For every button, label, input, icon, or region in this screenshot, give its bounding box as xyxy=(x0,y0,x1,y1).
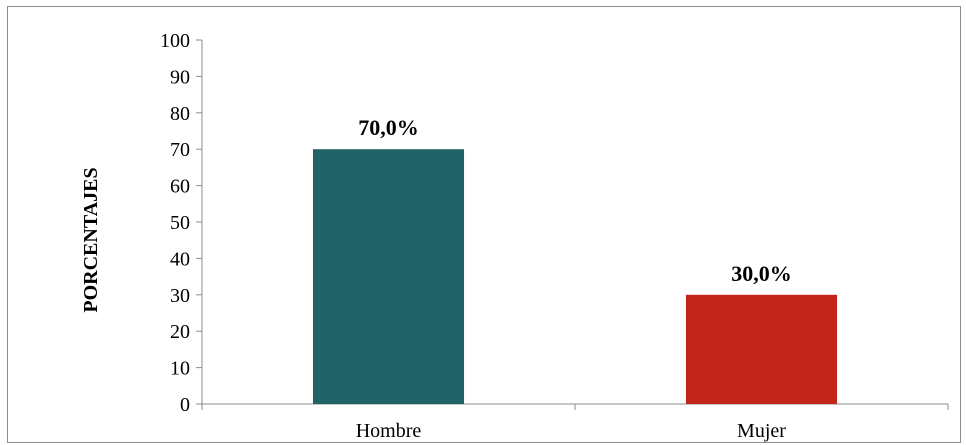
x-axis: Hombre Mujer xyxy=(201,403,949,442)
bar-mujer xyxy=(685,294,838,404)
y-axis-title: PORCENTAJES xyxy=(80,167,102,312)
data-label-hombre: 70,0% xyxy=(358,115,419,140)
y-axis: 0 10 20 30 40 50 60 70 80 90 100 xyxy=(160,30,203,416)
y-tick-label: 0 xyxy=(180,394,190,416)
data-label-mujer: 30,0% xyxy=(731,261,792,286)
data-labels: 70,0% 30,0% xyxy=(358,115,792,286)
y-tick-label: 50 xyxy=(170,212,190,234)
y-tick-label: 20 xyxy=(170,321,190,343)
bars xyxy=(312,149,838,404)
bar-hombre xyxy=(312,149,465,404)
y-tick-label: 10 xyxy=(170,358,190,380)
x-category-label: Hombre xyxy=(356,420,422,442)
y-tick-label: 90 xyxy=(170,66,190,88)
y-tick-label: 70 xyxy=(170,139,190,161)
y-tick-label: 30 xyxy=(170,285,190,307)
y-tick-label: 60 xyxy=(170,176,190,198)
y-tick-label: 40 xyxy=(170,248,190,270)
y-tick-label: 100 xyxy=(160,30,190,52)
y-tick-label: 80 xyxy=(170,103,190,125)
x-category-label: Mujer xyxy=(737,420,786,442)
